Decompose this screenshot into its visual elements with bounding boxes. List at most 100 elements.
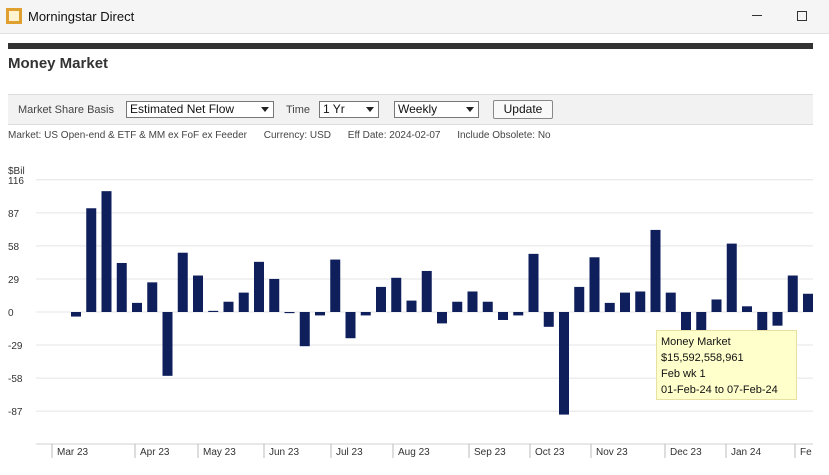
x-tick-label: Jun 23	[269, 447, 299, 458]
bar	[757, 312, 768, 331]
bar	[574, 286, 585, 312]
bar	[620, 292, 630, 312]
market-share-basis-label: Market Share Basis	[18, 104, 114, 116]
chevron-down-icon	[261, 107, 269, 112]
chart-tooltip: Money Market $15,592,558,961 Feb wk 1 01…	[656, 330, 797, 400]
bar	[360, 312, 371, 316]
window-title: Morningstar Direct	[28, 9, 135, 24]
x-tick-label: Jan 24	[731, 447, 761, 458]
tooltip-range: 01-Feb-24 to 07-Feb-24	[661, 384, 778, 396]
market-info: Market: US Open-end & ETF & MM ex FoF ex…	[8, 130, 247, 141]
bar	[116, 262, 127, 312]
bar	[711, 299, 722, 312]
bar	[772, 312, 783, 326]
y-tick-label: -29	[8, 341, 23, 352]
maximize-icon[interactable]	[797, 11, 807, 21]
bar	[223, 301, 234, 312]
window-titlebar: Morningstar Direct	[0, 0, 829, 34]
minimize-icon[interactable]	[752, 15, 762, 16]
bar	[147, 282, 158, 312]
x-tick-label: Sep 23	[474, 447, 506, 458]
bar	[421, 270, 432, 312]
bar	[696, 312, 707, 332]
bar	[284, 312, 295, 314]
bar	[177, 252, 188, 312]
bar	[559, 312, 569, 415]
bar	[787, 275, 798, 312]
bar	[299, 312, 310, 347]
bar	[543, 312, 554, 327]
bar	[437, 312, 447, 324]
bar	[803, 293, 813, 312]
x-tick-label: Apr 23	[140, 447, 170, 458]
bar	[101, 191, 112, 312]
header-divider	[8, 43, 813, 49]
frequency-select[interactable]: Weekly	[394, 101, 479, 118]
y-tick-label: 0	[8, 308, 14, 319]
toolbar: Market Share Basis Estimated Net Flow Ti…	[8, 94, 813, 125]
market-share-basis-value: Estimated Net Flow	[130, 102, 235, 116]
bar	[269, 278, 280, 312]
tooltip-period: Feb wk 1	[661, 368, 706, 380]
x-tick-label: Mar 23	[57, 447, 89, 458]
bar	[162, 312, 173, 376]
bar	[391, 277, 402, 312]
bar	[665, 292, 676, 312]
bar	[330, 259, 341, 312]
bar	[254, 261, 264, 312]
bar	[86, 208, 97, 312]
market-share-basis-select[interactable]: Estimated Net Flow	[126, 101, 274, 118]
bar	[528, 253, 539, 312]
bar	[193, 275, 203, 312]
tooltip-value: $15,592,558,961	[661, 352, 744, 364]
x-tick-label: May 23	[203, 447, 236, 458]
info-line: Market: US Open-end & ETF & MM ex FoF ex…	[8, 130, 565, 141]
bar	[498, 312, 508, 320]
currency-info: Currency: USD	[263, 130, 331, 141]
bar	[604, 302, 615, 312]
bar	[513, 312, 524, 316]
morningstar-logo-icon	[6, 8, 22, 24]
bar	[315, 312, 325, 316]
bar	[132, 302, 142, 312]
time-select[interactable]: 1 Yr	[319, 101, 379, 118]
x-tick-label: Nov 23	[596, 447, 628, 458]
bar	[71, 312, 81, 317]
bar	[742, 306, 752, 312]
update-button[interactable]: Update	[493, 100, 553, 119]
y-tick-label: 58	[8, 242, 20, 253]
bar	[208, 310, 219, 312]
x-tick-label: Jul 23	[336, 447, 363, 458]
include-obsolete-info: Include Obsolete: No	[457, 130, 551, 141]
y-tick-label: -87	[8, 407, 23, 418]
bar	[238, 292, 249, 312]
page-title: Money Market	[8, 55, 109, 72]
chevron-down-icon	[366, 107, 374, 112]
x-tick-label: Aug 23	[398, 447, 430, 458]
bar	[406, 300, 417, 312]
bar	[467, 291, 478, 312]
bar	[452, 301, 463, 312]
bar	[376, 286, 386, 312]
bar	[345, 312, 356, 339]
y-tick-label: 116	[8, 176, 24, 187]
bar	[482, 301, 493, 312]
time-label: Time	[286, 104, 311, 116]
y-tick-label: 87	[8, 209, 20, 220]
y-tick-label: -58	[8, 374, 23, 385]
y-axis-unit: $Bil	[8, 166, 25, 177]
bar	[681, 312, 691, 333]
bar	[589, 257, 600, 312]
x-tick-label: Dec 23	[670, 447, 702, 458]
eff-date-info: Eff Date: 2024-02-07	[347, 130, 441, 141]
bar	[650, 229, 661, 312]
tooltip-series: Money Market	[661, 336, 731, 348]
y-tick-label: 29	[8, 275, 20, 286]
x-tick-label: Fe	[800, 447, 812, 458]
x-tick-label: Oct 23	[535, 447, 565, 458]
frequency-value: Weekly	[398, 102, 438, 116]
time-value: 1 Yr	[323, 102, 345, 116]
chevron-down-icon	[466, 107, 474, 112]
bar	[635, 291, 646, 312]
